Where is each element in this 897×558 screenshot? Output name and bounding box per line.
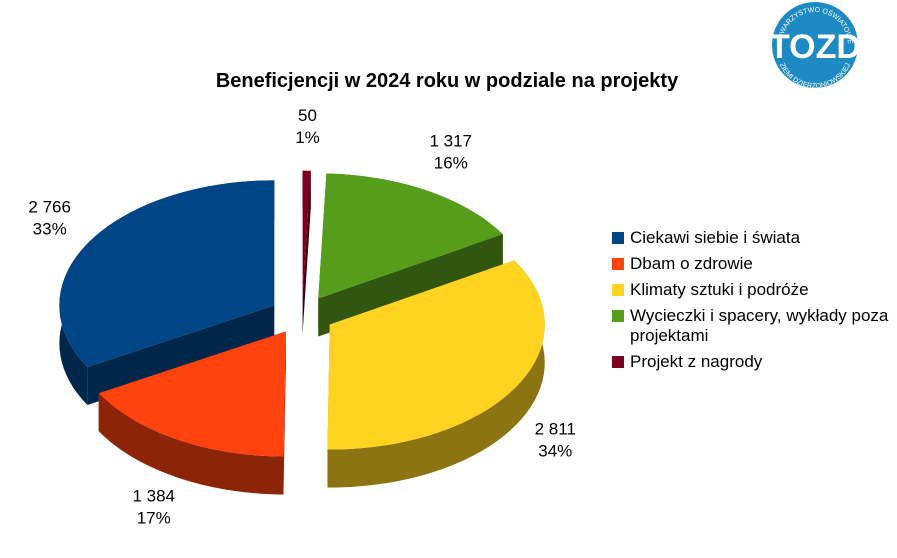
chart-title: Beneficjencji w 2024 roku w podziale na … [216,70,679,92]
value-label: 1 317 [429,131,472,150]
slice [302,170,311,296]
legend: Ciekawi siebie i świata Dbam o zdrowie Kli… [612,228,892,378]
legend-label: Ciekawi siebie i świata [630,228,801,247]
slice-wall [327,260,545,488]
slice [327,260,545,450]
legend-swatch [612,310,624,322]
slice [318,173,503,299]
legend-label: Projekt z nagrody [630,352,763,371]
slice-side [283,331,286,495]
slice-group [59,180,275,406]
slice-group [327,260,545,488]
legend-item: Projekt z nagrody [612,352,892,372]
legend-swatch [612,356,624,368]
value-label: 1 384 [132,487,175,506]
slice [59,180,275,368]
slice-group [318,173,503,337]
percent-label: 1% [295,128,320,147]
legend-swatch [612,232,624,244]
legend-item: Wycieczki i spacery, wykłady poza projek… [612,306,892,346]
legend-swatch [612,284,624,296]
percent-label: 34% [538,442,572,461]
value-label: 2 766 [28,197,71,216]
slice-group [302,170,311,334]
logo-circle [772,2,858,88]
legend-swatch [612,258,624,270]
slice-wall [98,393,284,495]
legend-label: Dbam o zdrowie [630,254,753,273]
value-label: 50 [298,106,317,125]
logo: TOWARZYSTWO OŚWIATOWE ZIEMI DZIERŻONIOWS… [769,2,861,90]
percent-label: 17% [137,509,171,528]
slice-side [87,305,275,406]
slice-group [98,331,286,495]
value-label: 2 811 [535,420,576,439]
percent-label: 16% [434,153,468,172]
logo-text: TOZD [769,28,861,66]
slice-side [318,234,503,337]
slice [98,331,286,457]
legend-item: Ciekawi siebie i świata [612,228,892,248]
legend-label: Klimaty sztuki i podróże [630,280,809,299]
percent-label: 33% [33,219,67,238]
legend-label: Wycieczki i spacery, wykłady poza projek… [630,306,889,345]
legend-item: Dbam o zdrowie [612,254,892,274]
slice-side [302,170,311,334]
legend-item: Klimaty sztuki i podróże [612,280,892,300]
